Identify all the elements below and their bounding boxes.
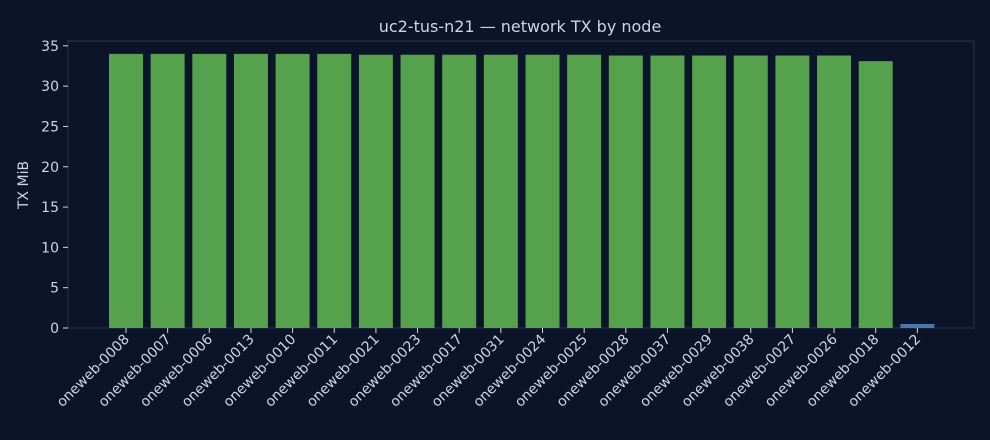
bar-oneweb-0010 — [275, 53, 310, 329]
x-axis-ticks: oneweb-0008oneweb-0007oneweb-0006oneweb-… — [54, 328, 924, 410]
bar-oneweb-0028 — [608, 55, 643, 329]
x-tick-label: oneweb-0026 — [762, 331, 841, 410]
bar-oneweb-0006 — [192, 53, 227, 329]
y-tick-label: 20 — [41, 160, 59, 176]
bar-oneweb-0013 — [233, 53, 268, 329]
bar-oneweb-0018 — [858, 61, 893, 329]
x-tick-label: oneweb-0011 — [262, 332, 341, 411]
y-tick-label: 35 — [41, 39, 59, 55]
x-tick-label: oneweb-0031 — [429, 332, 508, 411]
bar-oneweb-0024 — [525, 54, 560, 329]
x-tick-label: oneweb-0013 — [179, 332, 258, 411]
y-tick-label: 15 — [41, 200, 59, 216]
y-tick-label: 30 — [41, 79, 59, 95]
x-tick-label: oneweb-0006 — [137, 331, 216, 410]
bar-oneweb-0037 — [650, 55, 685, 329]
chart-title: uc2-tus-n21 — network TX by node — [379, 17, 662, 36]
bar-oneweb-0023 — [400, 54, 435, 329]
plot-frame — [67, 40, 975, 329]
x-tick-label: oneweb-0024 — [470, 331, 549, 410]
x-tick-label: oneweb-0037 — [595, 332, 674, 411]
bar-oneweb-0007 — [150, 53, 185, 329]
x-tick-label: oneweb-0028 — [554, 332, 633, 411]
bar-oneweb-0011 — [317, 53, 352, 329]
bar-oneweb-0025 — [567, 54, 602, 329]
x-tick-label: oneweb-0029 — [637, 332, 716, 411]
bars-group — [109, 53, 935, 329]
bar-oneweb-0021 — [358, 54, 393, 329]
x-tick-label: oneweb-0007 — [96, 332, 175, 411]
y-axis-label: TX MiB — [16, 161, 32, 210]
bar-oneweb-0017 — [442, 54, 477, 329]
x-tick-label: oneweb-0027 — [720, 332, 799, 411]
y-tick-label: 0 — [50, 321, 59, 337]
bar-oneweb-0038 — [733, 55, 768, 329]
x-tick-label: oneweb-0017 — [387, 332, 466, 411]
x-tick-label: oneweb-0023 — [345, 332, 424, 411]
x-tick-label: oneweb-0038 — [679, 332, 758, 411]
y-tick-label: 25 — [41, 119, 59, 135]
y-axis-ticks: 0 5 10 15 20 25 30 35 — [41, 39, 68, 337]
x-tick-label: oneweb-0025 — [512, 332, 591, 411]
x-tick-label: oneweb-0012 — [845, 332, 924, 411]
bar-oneweb-0026 — [817, 55, 852, 329]
x-tick-label: oneweb-0008 — [54, 332, 133, 411]
bar-oneweb-0027 — [775, 55, 810, 329]
y-tick-label: 10 — [41, 240, 59, 256]
bar-oneweb-0029 — [692, 55, 727, 329]
x-tick-label: oneweb-0018 — [804, 332, 883, 411]
y-tick-label: 5 — [50, 281, 59, 297]
x-tick-label: oneweb-0010 — [220, 332, 299, 411]
bar-oneweb-0008 — [109, 53, 143, 329]
x-tick-label: oneweb-0021 — [304, 332, 383, 411]
bar-oneweb-0012 — [900, 323, 935, 328]
bar-oneweb-0031 — [483, 54, 518, 329]
